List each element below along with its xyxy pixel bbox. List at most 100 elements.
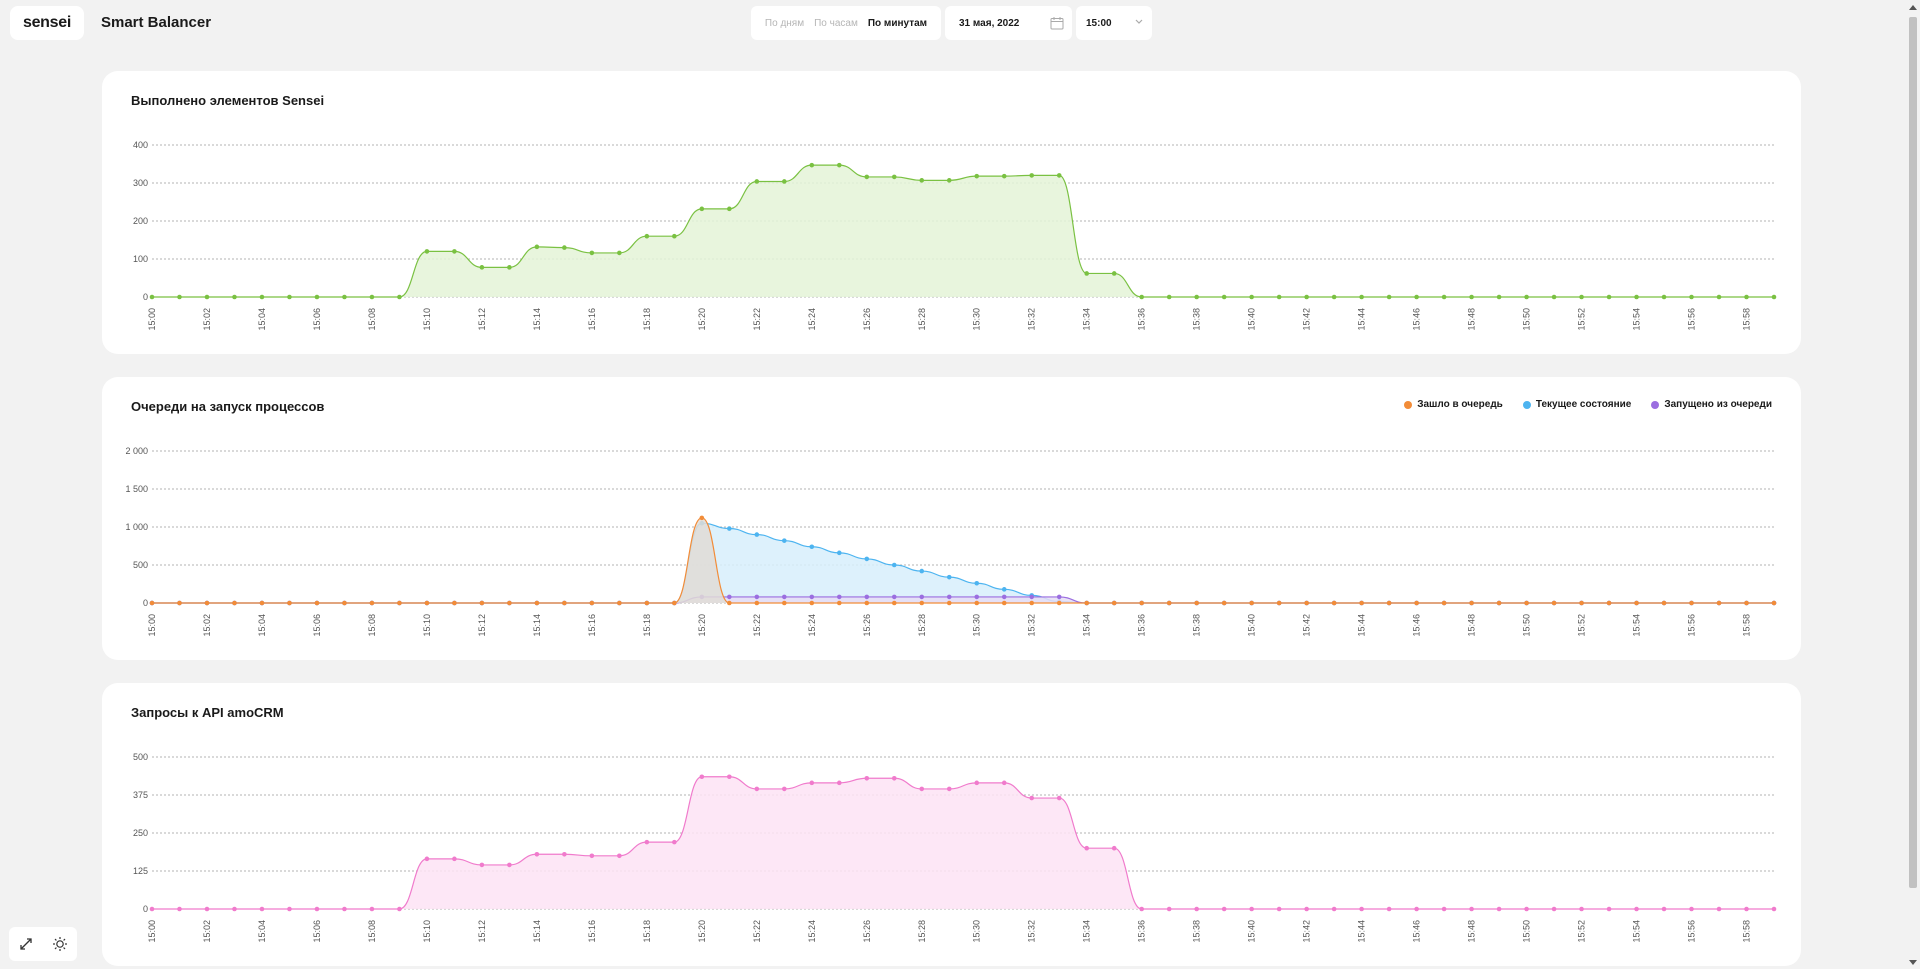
x-tick-label: 15:56 xyxy=(1687,308,1697,331)
chart-sensei-elements: 0 100 200 300 400 15:00 15:02 15:04 15:06 15:08 15… xyxy=(133,140,1777,331)
legend-item-entered-queue[interactable]: Зашло в очередь xyxy=(1404,399,1503,410)
theme-toggle-icon[interactable] xyxy=(52,936,68,952)
scroll-thumb[interactable] xyxy=(1909,17,1917,888)
data-point xyxy=(204,294,210,300)
y-tick-label: 250 xyxy=(133,828,148,838)
expand-icon[interactable] xyxy=(18,936,34,952)
data-point xyxy=(1221,906,1227,912)
data-point xyxy=(1634,294,1639,300)
data-point xyxy=(1716,294,1722,300)
data-point xyxy=(1166,600,1172,606)
data-point xyxy=(177,600,182,606)
data-point xyxy=(1661,294,1667,300)
x-tick-label: 15:32 xyxy=(1027,308,1037,331)
data-point xyxy=(287,600,292,606)
y-tick-label: 400 xyxy=(133,140,148,150)
data-point xyxy=(1001,587,1007,592)
x-tick-label: 15:36 xyxy=(1137,614,1147,637)
x-tick-label: 15:34 xyxy=(1082,614,1092,637)
data-point xyxy=(232,294,237,300)
data-point xyxy=(864,594,870,600)
data-point xyxy=(534,600,540,606)
data-point xyxy=(1744,600,1749,606)
data-point xyxy=(1469,906,1474,912)
sensei-logo[interactable]: sensei xyxy=(10,6,84,40)
data-point xyxy=(891,174,897,180)
x-tick-label: 15:44 xyxy=(1357,920,1367,943)
period-minutes-tab[interactable]: По минутам xyxy=(867,17,928,29)
data-point xyxy=(287,294,292,300)
data-point xyxy=(974,600,980,606)
data-point xyxy=(1689,294,1694,300)
data-point xyxy=(479,862,485,868)
data-point xyxy=(836,594,842,600)
data-point xyxy=(589,250,595,256)
date-picker[interactable]: 31 мая, 2022 xyxy=(945,6,1072,40)
period-days-tab[interactable]: По дням xyxy=(764,17,805,29)
x-tick-label: 15:48 xyxy=(1467,920,1477,943)
data-point xyxy=(1551,906,1557,912)
legend-item-current-state[interactable]: Текущее состояние xyxy=(1522,399,1631,410)
data-point xyxy=(1139,294,1144,300)
time-select[interactable]: 15:00 xyxy=(1076,6,1152,40)
x-tick-label: 15:12 xyxy=(477,614,487,637)
data-point xyxy=(1111,600,1117,606)
x-tick-label: 15:38 xyxy=(1192,920,1202,943)
x-tick-label: 15:12 xyxy=(477,920,487,943)
data-point xyxy=(1276,600,1282,606)
x-tick-label: 15:54 xyxy=(1632,614,1642,637)
x-tick-label: 15:58 xyxy=(1742,308,1752,331)
x-tick-label: 15:40 xyxy=(1247,614,1257,637)
x-tick-label: 15:50 xyxy=(1522,920,1532,943)
data-point xyxy=(644,839,650,845)
data-point xyxy=(974,580,980,586)
data-point xyxy=(1166,906,1172,912)
x-tick-label: 15:38 xyxy=(1192,308,1202,331)
data-point xyxy=(1689,600,1694,606)
data-point xyxy=(946,594,952,600)
scroll-up-arrow[interactable] xyxy=(1909,5,1917,10)
data-point xyxy=(259,294,265,300)
data-point xyxy=(699,515,705,521)
data-point xyxy=(1029,795,1035,801)
x-tick-label: 15:46 xyxy=(1412,920,1422,943)
data-point xyxy=(1001,780,1007,786)
data-point xyxy=(1579,294,1584,300)
period-hours-tab[interactable]: По часам xyxy=(814,17,858,29)
x-tick-label: 15:32 xyxy=(1027,614,1037,637)
x-tick-label: 15:06 xyxy=(312,308,322,331)
x-tick-label: 15:04 xyxy=(257,308,267,331)
data-point xyxy=(314,906,320,912)
x-tick-label: 15:44 xyxy=(1357,308,1367,331)
data-point xyxy=(369,600,375,606)
scroll-down-arrow[interactable] xyxy=(1909,960,1917,965)
data-point xyxy=(919,594,925,600)
data-point xyxy=(177,294,182,300)
series-area xyxy=(152,165,1774,297)
x-tick-label: 15:42 xyxy=(1302,308,1312,331)
data-point xyxy=(1331,294,1337,300)
x-tick-label: 15:20 xyxy=(697,614,707,637)
data-point xyxy=(1496,600,1502,606)
data-point xyxy=(836,600,842,606)
x-tick-label: 15:28 xyxy=(917,614,927,637)
data-point xyxy=(204,906,210,912)
data-point xyxy=(946,600,952,606)
data-point xyxy=(1001,600,1007,606)
data-point xyxy=(424,600,430,606)
data-point xyxy=(782,786,787,792)
series-area xyxy=(152,776,1774,909)
legend-item-started-from-queue[interactable]: Запущено из очереди xyxy=(1651,399,1772,410)
data-point xyxy=(754,600,760,606)
data-point xyxy=(782,538,787,543)
data-point xyxy=(1276,906,1282,912)
data-point xyxy=(452,249,457,254)
data-point xyxy=(534,244,540,250)
data-point xyxy=(1001,173,1007,179)
data-point xyxy=(809,544,815,550)
page-scrollbar[interactable] xyxy=(1906,0,1920,969)
data-point xyxy=(836,780,842,786)
data-point xyxy=(1661,906,1667,912)
x-tick-label: 15:46 xyxy=(1412,614,1422,637)
data-point xyxy=(836,550,842,556)
